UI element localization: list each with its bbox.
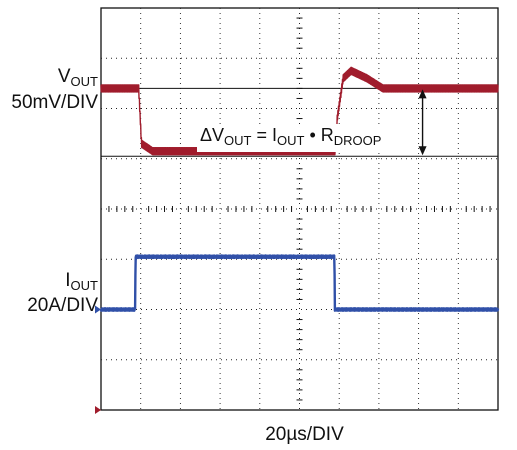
vout-scale-label: 50mV/DIV [11,92,98,113]
vout-label: VOUT [57,66,98,89]
vout-ground-marker [95,406,101,414]
time-scale-label: 20µs/DIV [265,424,344,445]
plot-grid [100,7,499,411]
iout-ground-marker [95,305,101,314]
droop-annotation: ΔVOUT = IOUT • RDROOP [197,124,385,152]
delta-arrow-head-up [418,89,427,99]
iout-scale-label: 20A/DIV [27,295,98,316]
delta-arrow-head-down [418,146,427,156]
delta-arrow [418,89,427,156]
ground-markers [95,305,101,414]
iout-label: IOUT [65,270,98,293]
iout-trace [99,254,500,312]
